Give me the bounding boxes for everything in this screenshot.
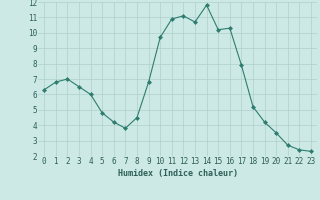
X-axis label: Humidex (Indice chaleur): Humidex (Indice chaleur) — [118, 169, 238, 178]
